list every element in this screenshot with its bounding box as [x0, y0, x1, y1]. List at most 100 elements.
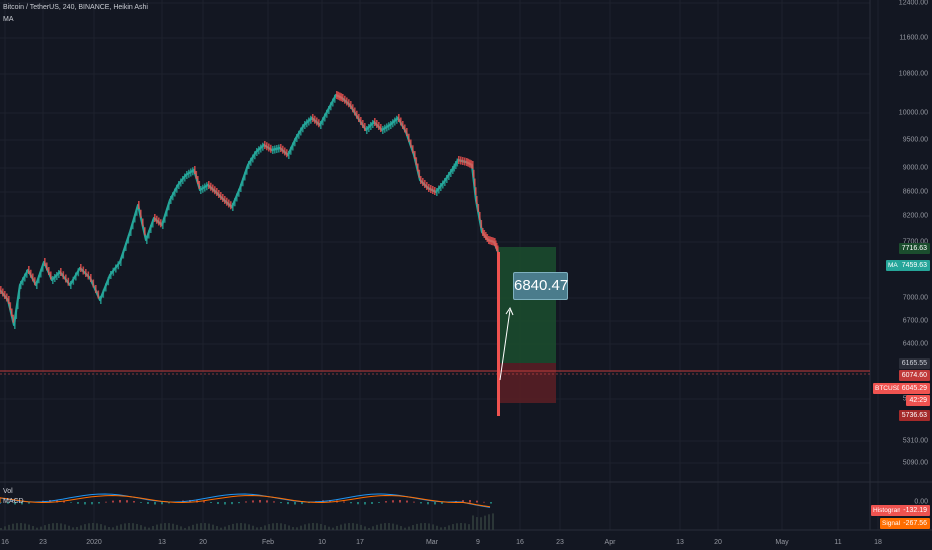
candle	[434, 187, 436, 195]
candle	[466, 158, 468, 166]
histogram-bar	[364, 502, 366, 505]
candle	[268, 143, 270, 152]
histogram-bar	[161, 502, 163, 505]
volume-bar	[148, 527, 150, 530]
histogram-bar	[154, 502, 156, 505]
candle	[460, 156, 462, 165]
candle	[390, 121, 392, 129]
candle	[380, 124, 382, 132]
crash-candle	[497, 252, 500, 416]
candle	[426, 182, 428, 190]
candle	[170, 196, 172, 204]
histogram-bar	[77, 502, 79, 504]
candle	[366, 126, 368, 134]
ma-legend[interactable]: MA	[3, 16, 14, 23]
candle	[44, 258, 46, 266]
candle	[334, 94, 336, 103]
candle	[28, 266, 30, 274]
histogram-bar	[301, 502, 303, 505]
candle	[280, 144, 282, 152]
candle	[226, 197, 228, 206]
histogram-bar	[392, 500, 394, 503]
candle	[42, 263, 44, 272]
target-price-badge: 7716.63	[898, 243, 930, 254]
histogram-bar	[112, 500, 114, 503]
candle	[50, 271, 52, 280]
candle	[224, 196, 226, 204]
volume-bar	[28, 524, 30, 530]
volume-bar	[40, 526, 42, 530]
candle	[142, 218, 144, 227]
volume-bar	[432, 524, 434, 530]
candle	[252, 154, 254, 163]
histogram-bar	[168, 502, 170, 504]
volume-bar	[372, 526, 374, 530]
candle	[438, 185, 440, 194]
price-callout[interactable]: 6840.47	[513, 272, 568, 300]
candle	[296, 134, 298, 142]
histogram-bar	[287, 502, 289, 505]
histogram-bar	[399, 500, 401, 503]
candle	[30, 269, 32, 278]
volume-bar	[360, 524, 362, 530]
volume-bar	[100, 524, 102, 530]
candle	[110, 271, 112, 279]
candle	[20, 281, 22, 289]
candle	[310, 115, 312, 124]
candle	[420, 176, 422, 184]
candle	[346, 97, 348, 106]
candle	[182, 176, 184, 184]
volume-bar	[304, 524, 306, 530]
candle	[400, 117, 402, 126]
candle	[492, 237, 495, 246]
candle	[15, 311, 18, 319]
candle	[358, 114, 360, 122]
candle	[453, 163, 456, 172]
candle	[82, 266, 85, 275]
candle	[470, 160, 473, 169]
volume-bar	[264, 525, 266, 530]
candle	[208, 181, 210, 189]
volume-bar	[8, 524, 10, 530]
candle	[2, 288, 4, 297]
volume-bar	[488, 514, 490, 530]
histogram-bar	[217, 502, 219, 505]
candle	[54, 274, 56, 282]
candle	[154, 214, 156, 222]
candle	[52, 276, 54, 284]
volume-bar	[140, 525, 142, 530]
candle	[14, 321, 16, 329]
time-tick: 16	[1, 539, 9, 546]
volume-bar	[200, 523, 202, 530]
volume-bar	[424, 523, 426, 530]
histogram-bar	[98, 502, 100, 504]
candle	[316, 117, 318, 126]
candle	[178, 181, 180, 189]
candle	[210, 182, 212, 191]
candle	[40, 269, 42, 278]
candle	[192, 167, 194, 176]
volume-bar	[236, 523, 238, 530]
price-tick: 10800.00	[898, 70, 928, 78]
volume-bar	[436, 525, 438, 530]
candle	[352, 104, 354, 113]
candle	[326, 109, 328, 118]
candle	[406, 128, 408, 136]
candle	[230, 201, 232, 210]
candle	[476, 196, 478, 204]
volume-bar	[16, 523, 18, 530]
candle	[417, 163, 419, 172]
volume-bar	[312, 523, 314, 530]
symbol-legend[interactable]: Bitcoin / TetherUS, 240, BINANCE, Heikin…	[3, 4, 148, 11]
candle	[105, 283, 107, 292]
volume-bar	[288, 525, 290, 530]
candle	[38, 275, 40, 284]
candle	[452, 166, 454, 174]
volume-bar	[416, 523, 418, 530]
macd-zero-tick: 0.00	[914, 498, 928, 506]
histogram-bar	[378, 502, 380, 503]
candle	[284, 147, 286, 156]
price-tick: 8600.00	[902, 188, 928, 196]
